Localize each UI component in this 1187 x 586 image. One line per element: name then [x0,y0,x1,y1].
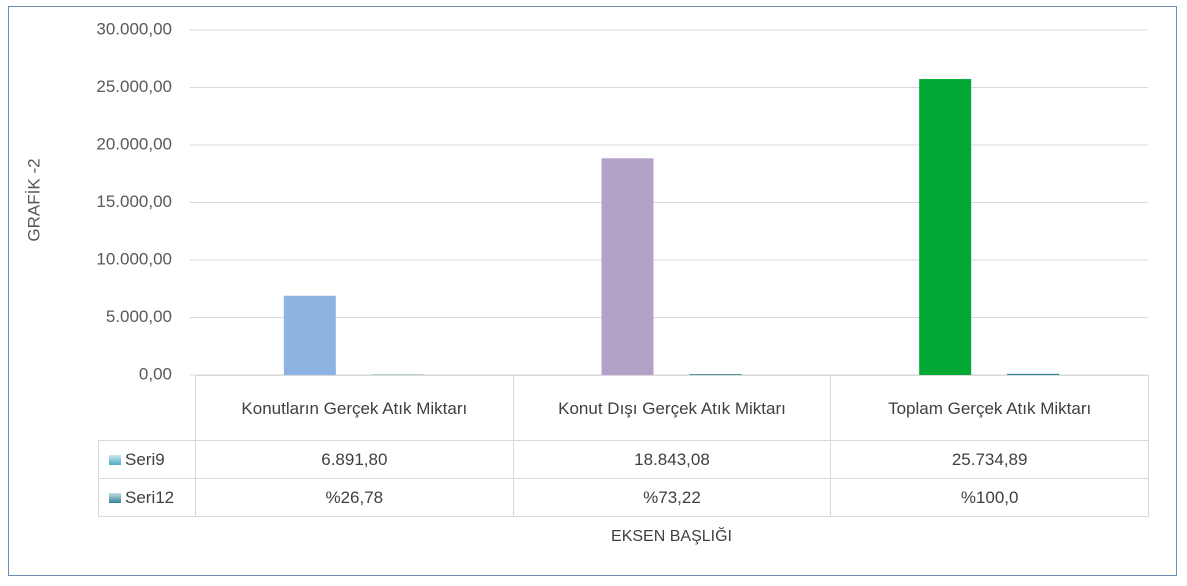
value-cell: %100,0 [830,478,1149,517]
chart-border [8,6,1177,576]
value-cell: 25.734,89 [830,440,1149,479]
category-cell: Konutların Gerçek Atık Miktarı [195,375,514,441]
legend-key [109,454,121,465]
bar [283,295,336,375]
y-tick-label: 15.000,00 [96,192,172,211]
category-cell: Toplam Gerçek Atık Miktarı [830,375,1149,441]
bar [601,158,654,375]
legend-label: Seri12 [125,488,175,507]
y-axis-title: GRAFİK -2 [24,158,43,241]
x-axis-title: EKSEN BAŞLIĞI [611,528,732,545]
y-tick-label: 20.000,00 [96,134,172,153]
legend-label: Seri9 [125,450,165,469]
legend-cell: Seri9 [98,440,196,479]
y-tick-label: 30.000,00 [96,19,172,38]
legend-cell: Seri12 [98,478,196,517]
y-tick-label: 0,00 [139,364,172,383]
legend-key [109,492,121,503]
category-cell: Konut Dışı Gerçek Atık Miktarı [512,375,832,441]
bar [919,79,972,375]
value-cell: %26,78 [195,478,514,517]
value-cell: 18.843,08 [512,440,832,479]
value-cell: 6.891,80 [195,440,514,479]
bar [1007,373,1060,375]
y-tick-label: 5.000,00 [106,307,172,326]
bar [689,374,742,375]
y-tick-label: 10.000,00 [96,249,172,268]
value-cell: %73,22 [512,478,832,517]
y-tick-label: 25.000,00 [96,77,172,96]
